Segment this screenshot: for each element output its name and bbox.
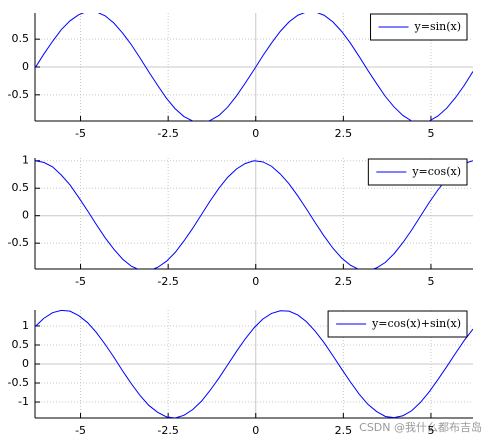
- x-tick-label: -5: [75, 424, 86, 437]
- x-tick-label: -5: [75, 127, 86, 140]
- y-tick-label: 0: [22, 60, 29, 73]
- x-tick-label: 0: [252, 127, 259, 140]
- legend-label: y=cos(x): [411, 165, 461, 178]
- line-series: [35, 310, 473, 418]
- line-series: [35, 160, 473, 269]
- y-tick-label: -1: [18, 395, 29, 408]
- x-tick-label: -2.5: [157, 424, 178, 437]
- x-tick-label: 0: [252, 275, 259, 288]
- x-tick-label: 2.5: [335, 127, 353, 140]
- y-tick-label: 1: [22, 319, 29, 332]
- y-tick-label: 0: [22, 357, 29, 370]
- y-tick-label: 1: [22, 154, 29, 167]
- y-tick-label: 0.5: [12, 181, 30, 194]
- y-tick-label: -0.5: [8, 236, 29, 249]
- x-tick-label: -2.5: [157, 275, 178, 288]
- y-tick-label: 0.5: [12, 32, 30, 45]
- x-tick-label: 5: [427, 275, 434, 288]
- legend: y=sin(x): [370, 13, 468, 41]
- legend: y=cos(x)+sin(x): [327, 310, 468, 338]
- x-tick-label: -5: [75, 275, 86, 288]
- subplot: -5 -2.5 0 2.5 5 -1 -0.5 0 0.5 1 y=cos(x)+sin(x): [8, 310, 473, 437]
- y-tick-label: 0.5: [12, 338, 30, 351]
- legend-label: y=sin(x): [414, 20, 461, 33]
- x-tick-label: 0: [252, 424, 259, 437]
- legend-label: y=cos(x)+sin(x): [371, 317, 461, 330]
- x-tick-label: -2.5: [157, 127, 178, 140]
- y-tick-label: 0: [22, 209, 29, 222]
- x-tick-label: 2.5: [335, 275, 353, 288]
- watermark: CSDN @我什么都布吉岛: [359, 420, 482, 434]
- y-tick-label: -0.5: [8, 376, 29, 389]
- line-series: [35, 13, 473, 121]
- x-tick-label: 5: [427, 127, 434, 140]
- subplot: -5 -2.5 0 2.5 5 -0.5 0 0.5 y=sin(x): [8, 13, 473, 140]
- x-tick-label: 2.5: [335, 424, 353, 437]
- y-tick-label: -0.5: [8, 88, 29, 101]
- legend: y=cos(x): [367, 158, 468, 186]
- subplot: -5 -2.5 0 2.5 5 -0.5 0 0.5 1 y=cos(x): [8, 154, 473, 288]
- x-tick-label: 5: [427, 424, 434, 437]
